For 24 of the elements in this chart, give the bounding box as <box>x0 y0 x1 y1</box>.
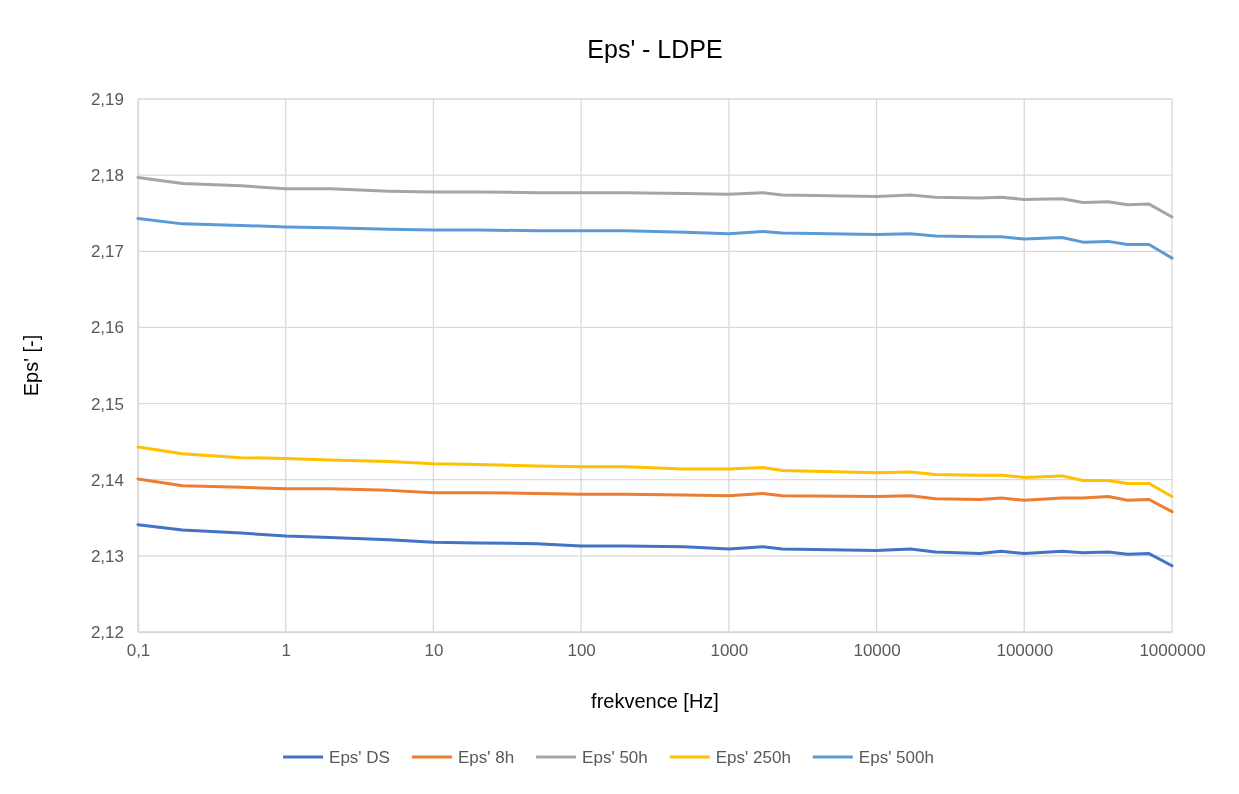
legend-label: Eps' 50h <box>582 748 648 767</box>
legend-label: Eps' DS <box>329 748 390 767</box>
y-tick-label: 2,18 <box>90 166 124 186</box>
y-axis-title: Eps' [-] <box>20 334 42 397</box>
y-tick-label: 2,15 <box>90 394 124 414</box>
y-tick-label: 2,16 <box>90 318 124 338</box>
y-tick-label: 2,14 <box>90 470 124 490</box>
legend-label: Eps' 500h <box>858 748 934 767</box>
x-tick-label: 100 <box>567 641 596 661</box>
x-tick-label: 1000 <box>710 641 749 661</box>
x-tick-label: 1000000 <box>1139 641 1206 661</box>
x-tick-label: 1 <box>281 641 291 661</box>
y-tick-label: 2,17 <box>90 242 124 262</box>
x-axis-title: frekvence [Hz] <box>591 690 719 712</box>
x-tick-label: 10000 <box>853 641 901 661</box>
x-tick-label: 100000 <box>996 641 1054 661</box>
y-tick-label: 2,19 <box>90 89 124 109</box>
legend-label: Eps' 250h <box>715 748 791 767</box>
y-tick-label: 2,12 <box>90 622 124 642</box>
y-tick-label: 2,13 <box>90 546 124 566</box>
legend-label: Eps' 8h <box>457 748 515 767</box>
chart-title: Eps' - LDPE <box>587 35 723 63</box>
x-tick-label: 10 <box>424 641 444 661</box>
x-tick-label: 0,1 <box>126 641 151 661</box>
